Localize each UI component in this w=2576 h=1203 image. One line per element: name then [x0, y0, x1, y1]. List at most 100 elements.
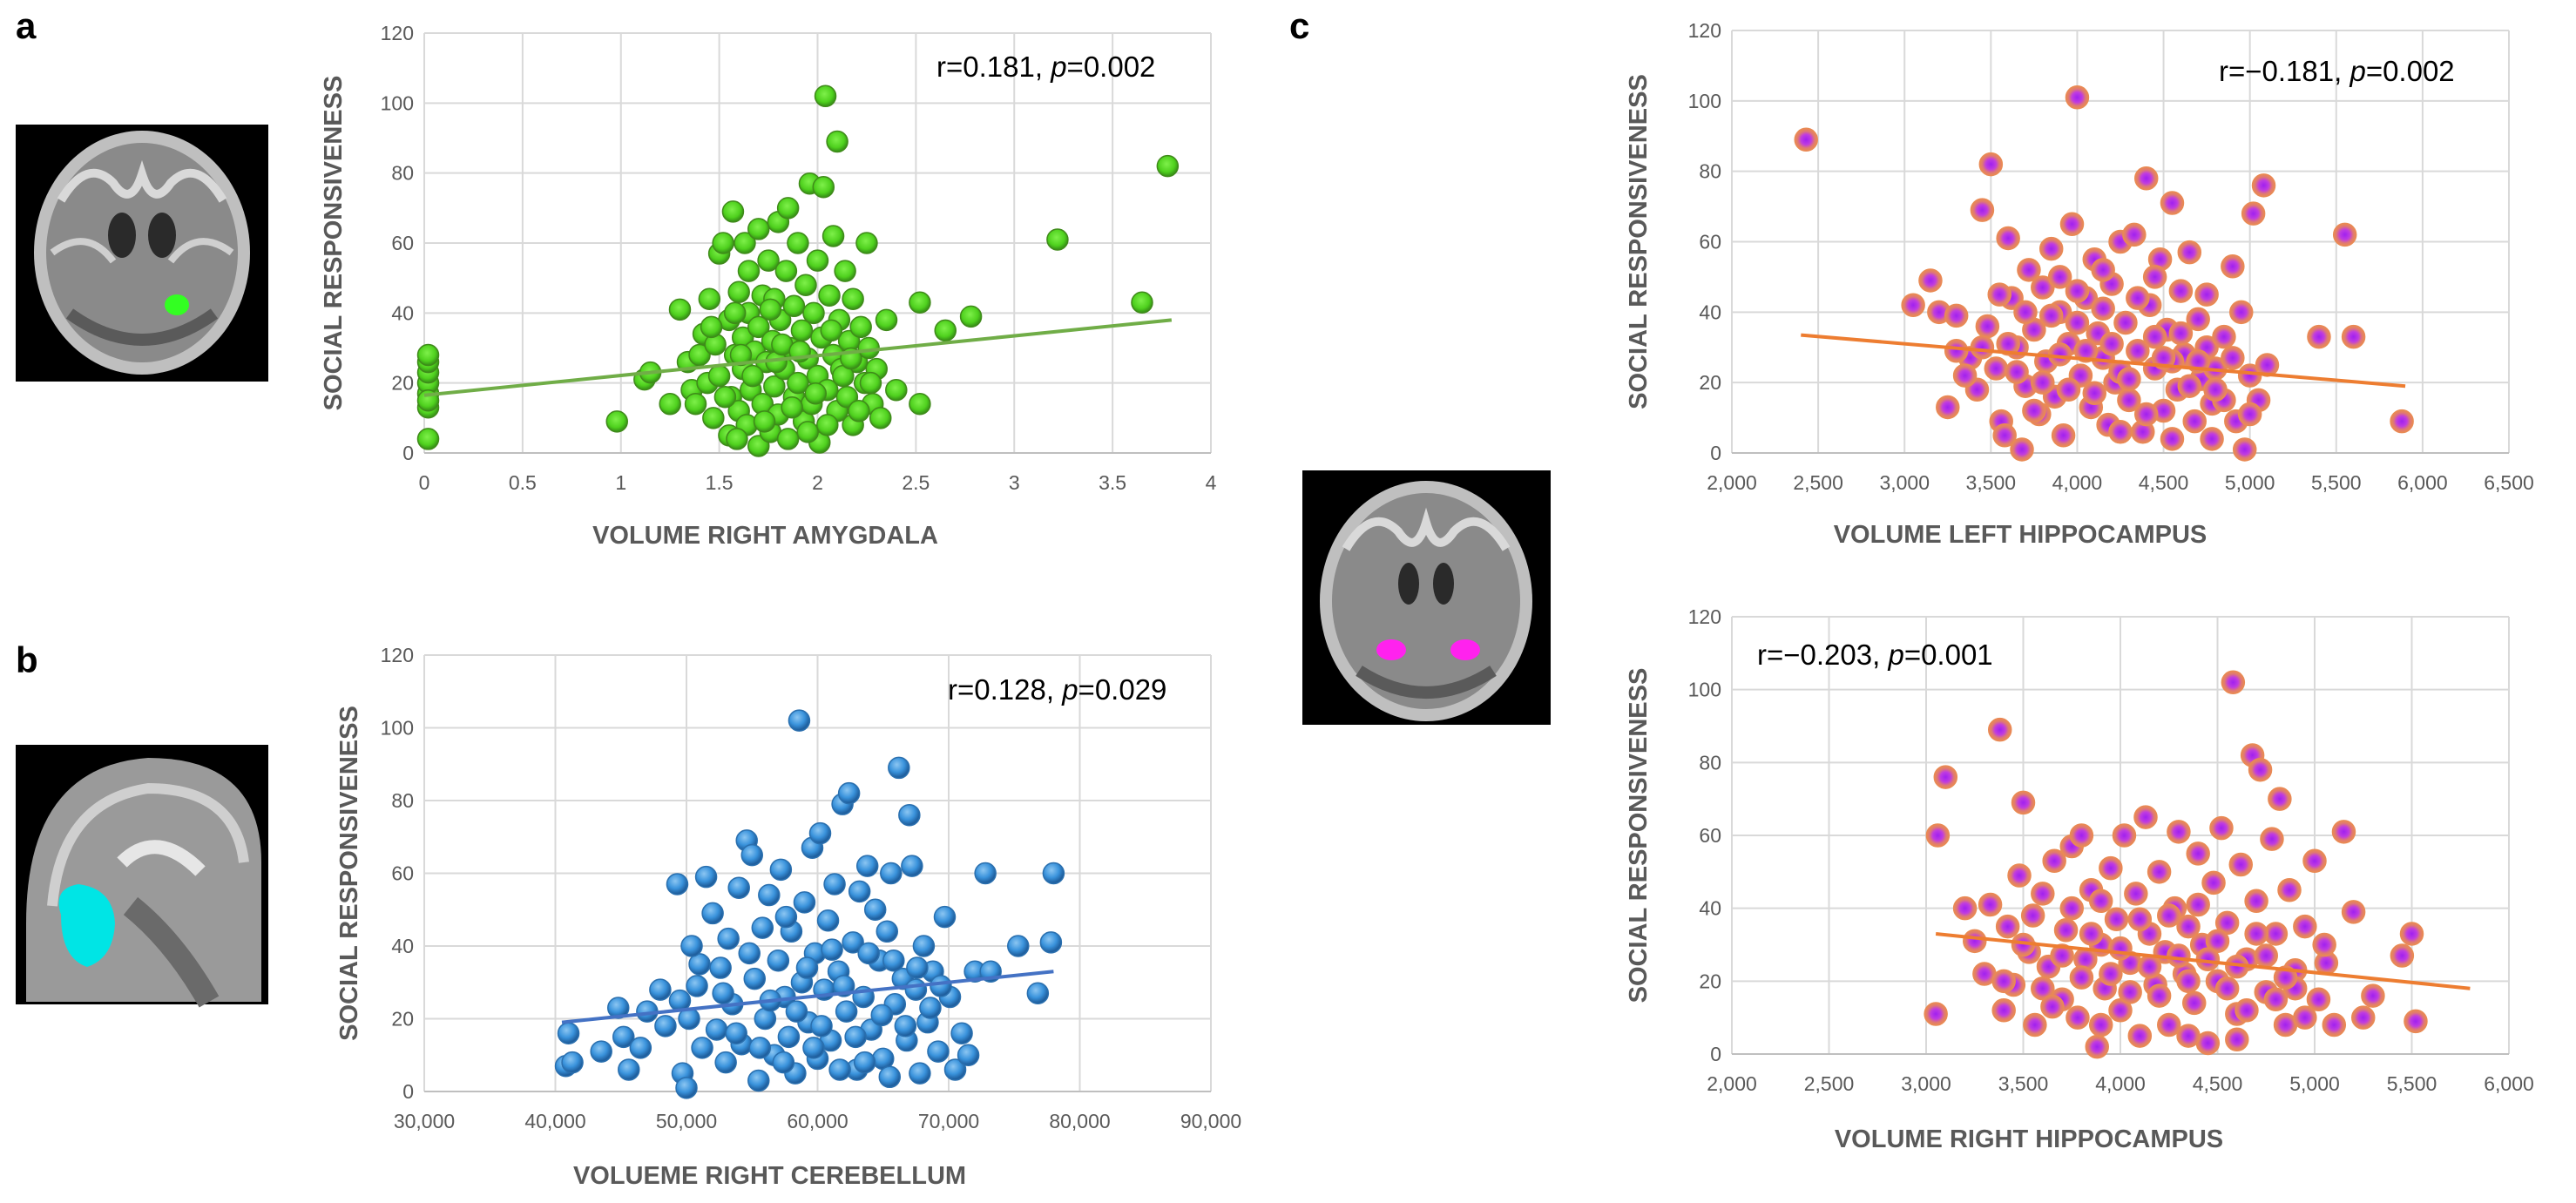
data-point: [688, 343, 711, 367]
data-point: [2168, 279, 2194, 303]
data-point: [2390, 943, 2415, 968]
data-point: [2307, 324, 2331, 349]
data-point: [927, 1040, 950, 1063]
data-point: [2126, 286, 2150, 310]
data-point: [790, 319, 814, 342]
panel-letter-b: b: [16, 639, 38, 680]
data-point: [837, 781, 861, 805]
data-point: [694, 865, 718, 889]
data-point: [2124, 882, 2148, 906]
data-point: [2013, 300, 2038, 325]
data-point: [2066, 1005, 2090, 1030]
data-point: [2203, 377, 2228, 402]
data-point: [1987, 717, 2012, 742]
data-point: [767, 949, 790, 972]
data-point: [2142, 265, 2167, 289]
data-point: [842, 931, 864, 954]
data-point: [2085, 1034, 2109, 1059]
data-point: [557, 1022, 580, 1044]
data-point: [1918, 268, 1943, 293]
data-point: [857, 942, 880, 965]
data-point: [1970, 335, 1995, 360]
x-tick-label: 5,000: [2225, 471, 2275, 494]
data-point: [2069, 823, 2094, 848]
data-point: [2244, 922, 2268, 946]
data-point: [848, 400, 870, 422]
trendline: [423, 318, 1173, 397]
x-tick-label: 2,000: [1707, 1072, 1757, 1095]
y-tick-label: 60: [391, 232, 414, 254]
x-tick-label: 2,000: [1707, 471, 1757, 494]
y-axis-label: SOCIAL RESPONSIVENESS: [1625, 668, 1653, 1004]
data-point: [702, 407, 725, 429]
data-point: [721, 200, 745, 223]
x-axis-label: VOLUME LEFT HIPPOCAMPUS: [1834, 521, 2208, 549]
y-tick-label: 80: [1699, 751, 1721, 774]
data-point: [2322, 1012, 2347, 1037]
x-tick-label: 4: [1206, 471, 1217, 494]
data-point: [2031, 275, 2055, 300]
data-point: [848, 880, 871, 903]
data-point: [723, 301, 747, 325]
x-tick-label: 6,000: [2397, 471, 2448, 494]
data-point: [2091, 258, 2115, 282]
data-point: [835, 1000, 858, 1023]
data-point: [698, 287, 721, 311]
data-point: [816, 414, 839, 436]
data-point: [2229, 300, 2254, 325]
x-tick-label: 4,500: [2193, 1072, 2243, 1095]
data-point: [2404, 1009, 2428, 1034]
data-point: [2351, 1005, 2376, 1030]
data-point: [769, 858, 793, 882]
x-tick-label: 2,500: [1804, 1072, 1855, 1095]
y-tick-label: 80: [391, 789, 414, 812]
data-point: [816, 909, 840, 932]
data-point: [2212, 324, 2236, 349]
data-point: [753, 410, 776, 433]
data-point: [2059, 895, 2084, 921]
data-point: [684, 393, 707, 416]
data-point: [717, 927, 740, 950]
data-point: [821, 225, 845, 247]
trendline: [1801, 333, 2406, 389]
data-point: [2182, 409, 2207, 434]
data-point: [2177, 240, 2202, 265]
x-tick-label: 5,000: [2289, 1072, 2340, 1095]
data-point: [870, 1004, 893, 1027]
x-tick-label: 4,500: [2139, 471, 2189, 494]
data-point: [2254, 943, 2278, 968]
data-point: [712, 982, 734, 1005]
data-point: [2007, 863, 2032, 888]
data-point: [818, 284, 841, 307]
data-point: [828, 1058, 851, 1081]
data-point: [814, 84, 837, 108]
data-point: [974, 862, 997, 885]
data-point: [855, 855, 879, 877]
y-tick-label: 100: [381, 91, 414, 114]
data-point: [416, 343, 440, 367]
x-tick-label: 0.5: [509, 471, 537, 494]
data-point: [802, 1037, 825, 1059]
data-point: [2031, 882, 2055, 906]
data-point: [2176, 969, 2201, 994]
data-point: [2399, 922, 2424, 946]
data-point: [2147, 983, 2172, 1008]
data-point: [2157, 903, 2181, 928]
data-point: [1131, 291, 1153, 314]
data-point: [2053, 918, 2079, 943]
data-point: [1924, 1002, 1948, 1026]
data-point: [808, 821, 832, 845]
data-point: [2133, 402, 2159, 427]
data-point: [2390, 409, 2414, 434]
data-point: [930, 975, 952, 997]
data-point: [2099, 331, 2124, 356]
data-point: [781, 396, 803, 419]
x-tick-label: 80,000: [1049, 1110, 1110, 1132]
brain-image-coronal-amygdala: [16, 125, 268, 382]
y-tick-label: 60: [1699, 231, 1721, 253]
data-point: [880, 862, 903, 885]
data-point: [772, 1051, 795, 1074]
data-point: [712, 232, 734, 254]
data-point: [901, 855, 923, 877]
data-point: [776, 428, 800, 450]
